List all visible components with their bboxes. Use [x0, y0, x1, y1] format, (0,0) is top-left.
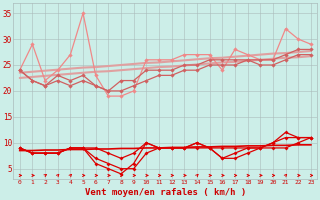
X-axis label: Vent moyen/en rafales ( km/h ): Vent moyen/en rafales ( km/h ) [85, 188, 246, 197]
